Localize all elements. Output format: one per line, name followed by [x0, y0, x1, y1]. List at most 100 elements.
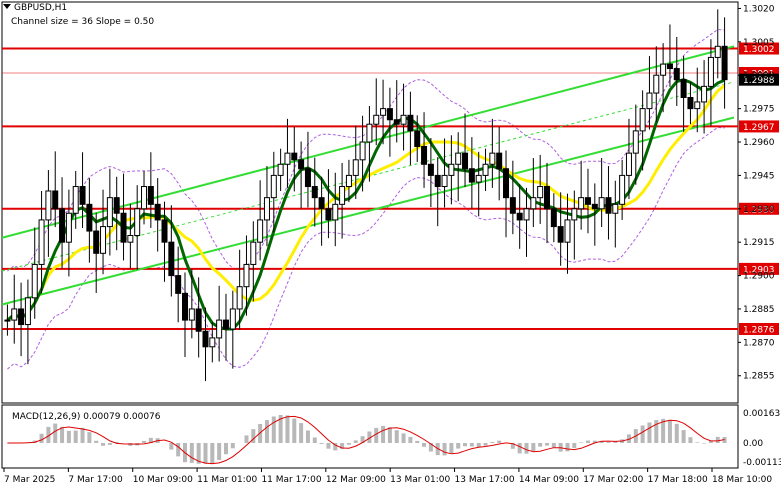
macd-bar — [360, 436, 365, 443]
candle-body — [345, 174, 352, 188]
candles — [4, 9, 728, 382]
macd-bar — [278, 415, 283, 443]
level-label-1.2988: 1.2988 — [743, 76, 775, 86]
macd-bar — [230, 443, 235, 449]
macd-bar — [353, 440, 358, 443]
macd-frame — [1, 404, 739, 469]
price-tick-label: 1.2990 — [743, 71, 775, 81]
candle-body — [359, 141, 366, 161]
price-tick-label: 1.3020 — [743, 4, 775, 14]
candle-body — [182, 292, 188, 321]
macd-bar — [169, 443, 174, 450]
candle-body — [448, 163, 455, 176]
macd-bar — [551, 443, 556, 448]
time-tick-label: 12 Mar 09:00 — [326, 475, 386, 485]
candle-body — [229, 308, 236, 330]
candle-body — [250, 241, 257, 265]
time-tick-label: 13 Mar 17:00 — [455, 475, 515, 485]
macd-bar — [490, 441, 495, 443]
candle-body — [45, 190, 52, 221]
collapse-triangle-icon[interactable] — [3, 4, 11, 9]
candle-body — [106, 197, 113, 228]
macd-bar — [271, 416, 276, 443]
candle-body — [612, 203, 619, 214]
price-tick-label: 1.2915 — [743, 238, 775, 248]
candle-body — [318, 197, 325, 210]
envelope-upper — [7, 29, 725, 272]
macd-bar — [606, 442, 611, 443]
time-tick-label: 11 Mar 17:00 — [261, 475, 321, 485]
macd-bar — [285, 415, 290, 443]
macd-bar — [702, 443, 707, 444]
macd-bar — [94, 440, 99, 443]
macd-bar — [217, 443, 222, 460]
macd-bar — [210, 443, 215, 465]
candle-body — [141, 186, 148, 210]
macd-bar — [292, 418, 297, 443]
candle-body — [65, 212, 72, 243]
macd-bar — [251, 429, 256, 443]
level-label-bg-1.2903 — [739, 262, 779, 275]
macd-bar — [538, 443, 543, 447]
candle-body — [100, 226, 107, 254]
candle-body — [352, 159, 359, 176]
macd-bar — [483, 443, 488, 446]
macd-bar — [579, 442, 584, 443]
candle-body — [516, 212, 523, 221]
level-label-1.2876: 1.2876 — [743, 325, 775, 335]
macd-bar — [87, 432, 92, 443]
candle-body — [325, 208, 332, 221]
candle-body — [202, 330, 209, 348]
macd-bar — [148, 437, 153, 443]
candle-body — [489, 152, 496, 165]
level-label-1.2967: 1.2967 — [743, 123, 775, 133]
candle-body — [243, 263, 250, 288]
candle-body — [544, 186, 550, 210]
macd-bar — [401, 433, 406, 443]
level-label-bg-1.2988 — [739, 73, 779, 86]
candle-body — [509, 197, 516, 214]
macd-bar — [312, 437, 317, 443]
candle-body — [188, 308, 195, 321]
candle-body — [263, 197, 270, 221]
candle-body — [195, 308, 202, 332]
macd-signal-line — [7, 415, 725, 465]
candle-body — [625, 152, 632, 176]
macd-tick-label: 0.00163 — [743, 409, 780, 419]
macd-bar — [264, 420, 269, 443]
candle-body — [557, 226, 564, 243]
candle-body — [414, 130, 421, 147]
candle-body — [175, 275, 182, 294]
candle-body — [154, 203, 161, 221]
candle-body — [441, 174, 448, 188]
macd-bar — [305, 430, 310, 443]
ma-fast-line — [6, 78, 726, 331]
candle-body — [311, 186, 318, 199]
candle-body — [421, 145, 428, 165]
macd-bar — [387, 427, 392, 443]
macd-bar — [476, 443, 481, 448]
macd-bar — [715, 436, 720, 443]
macd-bar — [346, 443, 351, 445]
candle-body — [93, 230, 100, 254]
envelope-bands — [7, 29, 725, 370]
macd-bar — [381, 425, 386, 443]
candle-body — [366, 123, 373, 143]
candle-body — [127, 235, 134, 243]
candle-body — [277, 163, 284, 176]
macd-bar — [640, 425, 645, 443]
candle-body — [694, 101, 701, 110]
macd-bar — [517, 443, 522, 454]
price-axis: 1.3020 1.3005 1.2990 1.2975 1.2960 1.2945 1.29… — [738, 4, 775, 382]
candle-body — [72, 186, 79, 214]
macd-bar — [326, 443, 331, 449]
macd-bar — [53, 423, 58, 443]
candle-body — [503, 168, 510, 199]
macd-tick-label: 0.00 — [743, 439, 763, 449]
candle-body — [496, 152, 503, 170]
price-frame — [1, 1, 739, 404]
macd-bar — [114, 441, 119, 443]
macd-bar — [60, 426, 65, 443]
time-axis: 7 Mar 2025 7 Mar 17:00 10 Mar 09:00 11 Mar … — [3, 468, 772, 485]
